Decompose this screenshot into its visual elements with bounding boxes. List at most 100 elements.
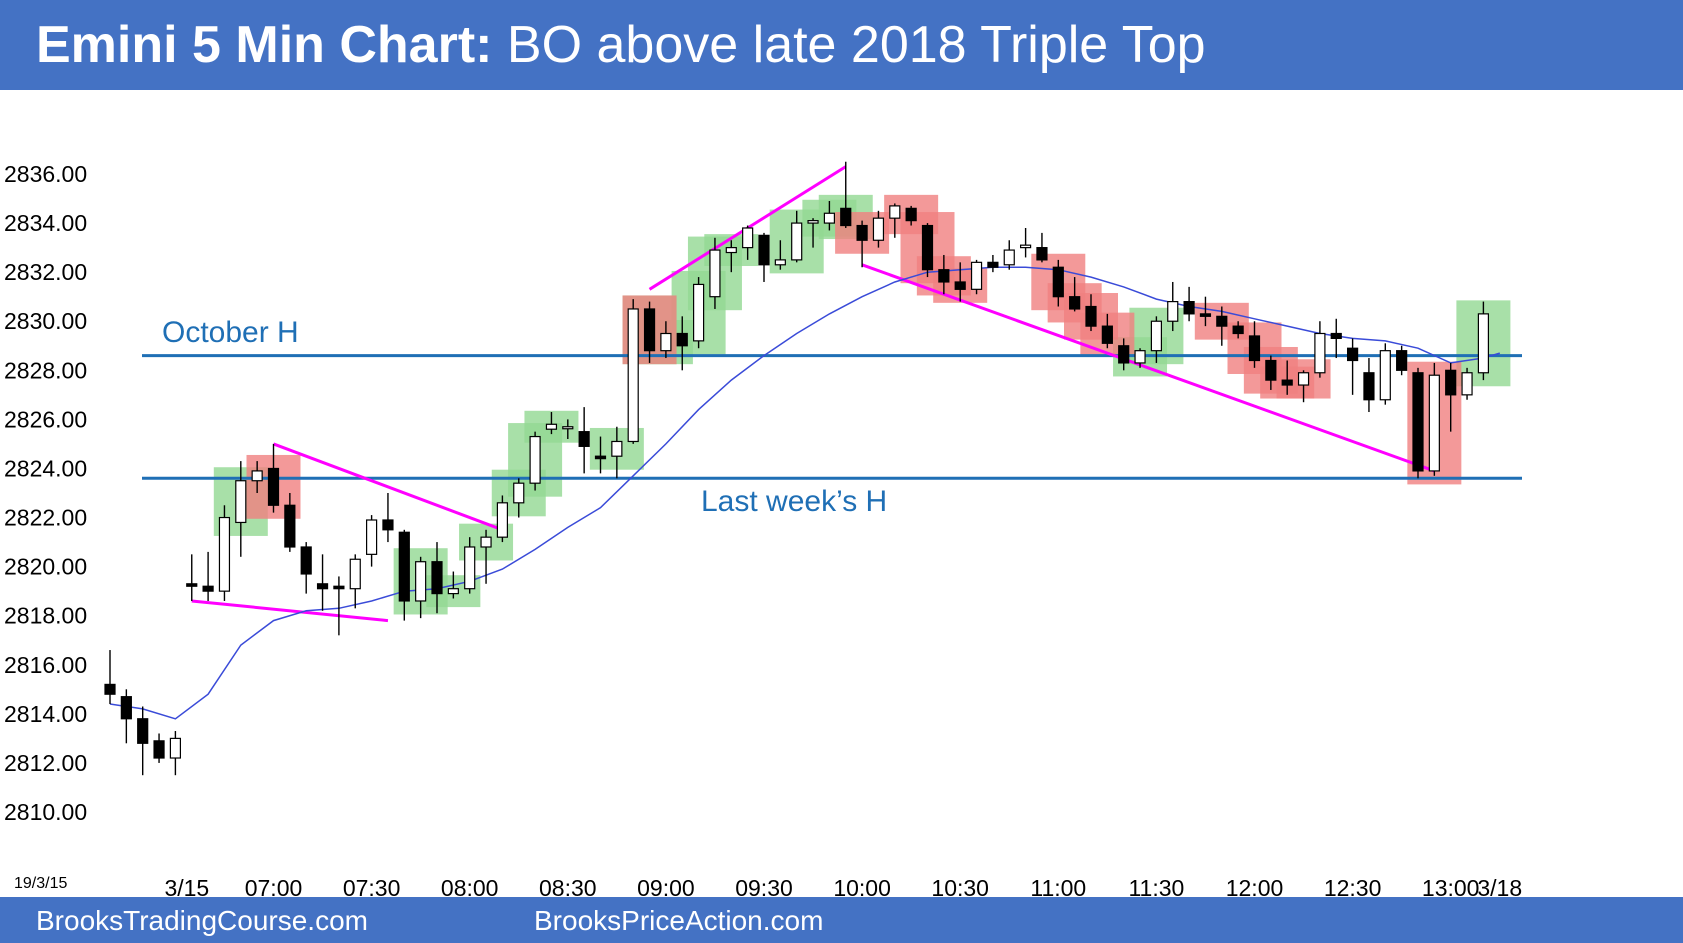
candle-body — [987, 261, 999, 268]
candle-body — [823, 212, 836, 224]
y-tick-label: 2826.00 — [4, 406, 87, 432]
candle — [840, 161, 852, 228]
candle-body — [1412, 372, 1424, 472]
candle — [1052, 259, 1064, 307]
candle-body — [627, 308, 639, 443]
y-tick-label: 2820.00 — [4, 554, 87, 580]
ema-line — [109, 266, 1501, 720]
candle — [137, 706, 149, 776]
y-tick-label: 2834.00 — [4, 210, 87, 236]
candle — [594, 436, 607, 474]
candle — [676, 316, 688, 371]
candle — [1019, 227, 1032, 258]
candle — [333, 576, 345, 636]
footer-site-right[interactable]: BrooksPriceAction.com — [534, 905, 824, 936]
candle-body — [104, 683, 116, 695]
candle — [807, 218, 819, 248]
candle — [513, 478, 525, 518]
candle-body — [1134, 350, 1146, 364]
candle — [284, 493, 296, 552]
candle — [1216, 306, 1228, 346]
candle-body — [611, 440, 623, 457]
candle — [1346, 338, 1359, 395]
candle-body — [513, 482, 525, 504]
candle-body — [791, 222, 803, 261]
footer-site-left[interactable]: BrooksTradingCourse.com — [36, 905, 368, 936]
candle — [251, 461, 263, 493]
candle — [529, 431, 541, 491]
x-tick-label: 12:00 — [1226, 875, 1284, 897]
trendline-1 — [191, 599, 389, 623]
candle — [1379, 343, 1391, 405]
candle — [235, 461, 247, 557]
candle — [415, 556, 427, 619]
footer-bar: BrooksTradingCourse.com BrooksPriceActio… — [0, 897, 1683, 943]
candle-body — [1281, 379, 1293, 386]
candle-body — [1052, 266, 1064, 298]
candle-body — [1428, 374, 1440, 472]
candle — [1003, 240, 1015, 270]
candle-body — [1199, 313, 1212, 317]
x-tick-label: 12:30 — [1324, 875, 1382, 897]
candle — [1069, 277, 1081, 312]
candle — [464, 537, 476, 594]
candle-body — [1396, 350, 1408, 371]
candle-body — [431, 561, 443, 595]
x-tick-label: 3/18 — [1477, 875, 1522, 897]
candle-body — [676, 332, 688, 347]
candle-body — [153, 740, 165, 759]
candle-body — [202, 585, 214, 592]
candle — [300, 542, 312, 594]
y-tick-label: 2812.00 — [4, 750, 87, 776]
candles — [104, 161, 1490, 776]
candle — [1183, 286, 1195, 322]
candle — [1248, 321, 1261, 368]
candle-body — [856, 224, 868, 241]
candle-body — [1036, 247, 1048, 261]
candle-body — [366, 519, 378, 555]
candle — [872, 210, 885, 248]
candle-body — [218, 516, 231, 592]
x-axis: 3/15 07:00 07:30 08:00 08:30 09:00 09:30 10:00 1… — [14, 875, 1522, 897]
y-tick-label: 2816.00 — [4, 652, 87, 678]
candle-body — [905, 207, 917, 222]
trendline-2 — [272, 442, 503, 532]
candle-body — [120, 696, 132, 720]
x-tick-label: 08:30 — [539, 875, 597, 897]
candle — [1314, 321, 1326, 378]
candle — [709, 237, 721, 309]
candle-body — [1363, 372, 1375, 401]
candle — [1330, 318, 1342, 359]
candle — [1265, 355, 1277, 390]
candle — [382, 493, 394, 543]
candle-body — [1150, 320, 1163, 352]
y-tick-label: 2828.00 — [4, 357, 87, 383]
candle-body — [496, 502, 508, 538]
candle — [1118, 338, 1130, 371]
y-axis: 2810.00 2812.00 2814.00 2816.00 2818.00 2820.… — [4, 161, 87, 825]
candle — [1363, 358, 1375, 413]
corner-date-label: 19/3/15 — [14, 875, 67, 892]
candle — [774, 240, 786, 270]
chart-title-rest: BO above late 2018 Triple Top — [492, 16, 1206, 74]
candle — [202, 551, 214, 601]
candle — [692, 277, 705, 349]
candle-body — [725, 247, 737, 254]
candle-body — [1003, 249, 1015, 266]
candle-body — [970, 261, 983, 290]
candle-body — [316, 583, 329, 590]
candle-body — [1118, 345, 1130, 364]
candle — [921, 223, 934, 278]
candle-body — [235, 480, 247, 524]
candle — [660, 321, 672, 359]
ema-20-line — [109, 266, 1501, 720]
candle-body — [889, 205, 901, 219]
candle-body — [692, 283, 705, 342]
candle — [856, 220, 868, 268]
candle-body — [1265, 359, 1277, 381]
annotation-october-high: October H — [162, 316, 299, 349]
candle — [905, 205, 917, 226]
candle — [316, 554, 329, 611]
candle — [1281, 360, 1293, 395]
candle-body — [267, 467, 280, 506]
